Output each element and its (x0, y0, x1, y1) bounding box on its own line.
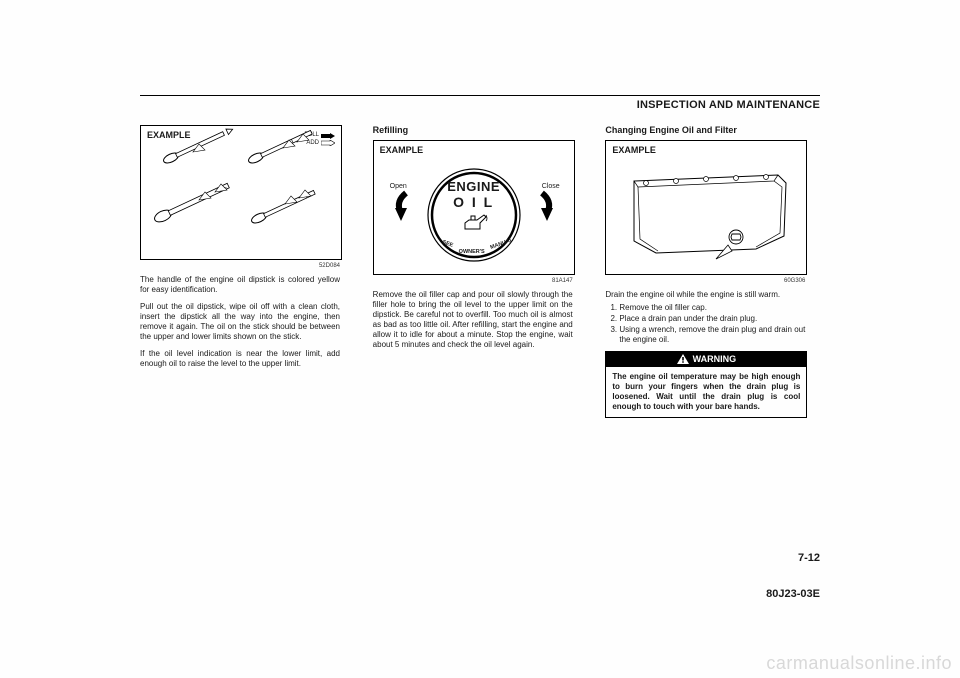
step-item: Remove the oil filler cap. (619, 303, 805, 313)
manual-page: INSPECTION AND MAINTENANCE EXAMPLE FULL … (140, 95, 820, 418)
paragraph: Drain the engine oil while the engine is… (605, 290, 805, 300)
figure-id: 52D084 (140, 263, 340, 271)
open-label: Open (390, 183, 407, 192)
column-2: Refilling EXAMPLE (373, 125, 588, 418)
figure-oil-cap: EXAMPLE (373, 140, 575, 275)
subheading-refilling: Refilling (373, 125, 588, 136)
column-3: Changing Engine Oil and Filter EXAMPLE (605, 125, 820, 418)
close-label: Close (542, 183, 560, 192)
content-columns: EXAMPLE FULL ADD (140, 125, 820, 418)
watermark: carmanualsonline.info (766, 653, 952, 674)
figure-id: 81A147 (373, 278, 573, 286)
paragraph: Pull out the oil dipstick, wipe oil off … (140, 302, 340, 342)
header-rule (140, 95, 820, 96)
document-code: 80J23-03E (766, 588, 820, 600)
warning-header: WARNING (606, 352, 806, 367)
paragraph: Remove the oil filler cap and pour oil s… (373, 290, 573, 350)
cap-arc-owners: OWNER'S (459, 249, 485, 256)
warning-body: The engine oil temperature may be high e… (606, 367, 806, 417)
figure-id: 60G306 (605, 278, 805, 286)
dipstick-illustration (141, 126, 341, 259)
warning-box: WARNING The engine oil temperature may b… (605, 351, 807, 418)
section-header: INSPECTION AND MAINTENANCE (140, 99, 820, 111)
figure-oil-pan: EXAMPLE (605, 140, 807, 275)
procedure-steps: Remove the oil filler cap. Place a drain… (605, 303, 805, 345)
oil-pan-illustration (606, 141, 806, 274)
step-item: Place a drain pan under the drain plug. (619, 314, 805, 324)
page-number: 7-12 (798, 552, 820, 564)
subheading-changing-oil: Changing Engine Oil and Filter (605, 125, 820, 136)
paragraph: The handle of the engine oil dipstick is… (140, 275, 340, 295)
warning-triangle-icon (677, 354, 689, 364)
column-1: EXAMPLE FULL ADD (140, 125, 355, 418)
step-item: Using a wrench, remove the drain plug an… (619, 325, 805, 345)
cap-text-oil: O I L (374, 194, 574, 212)
figure-dipstick: EXAMPLE FULL ADD (140, 125, 342, 260)
paragraph: If the oil level indication is near the … (140, 349, 340, 369)
warning-title: WARNING (693, 354, 737, 365)
